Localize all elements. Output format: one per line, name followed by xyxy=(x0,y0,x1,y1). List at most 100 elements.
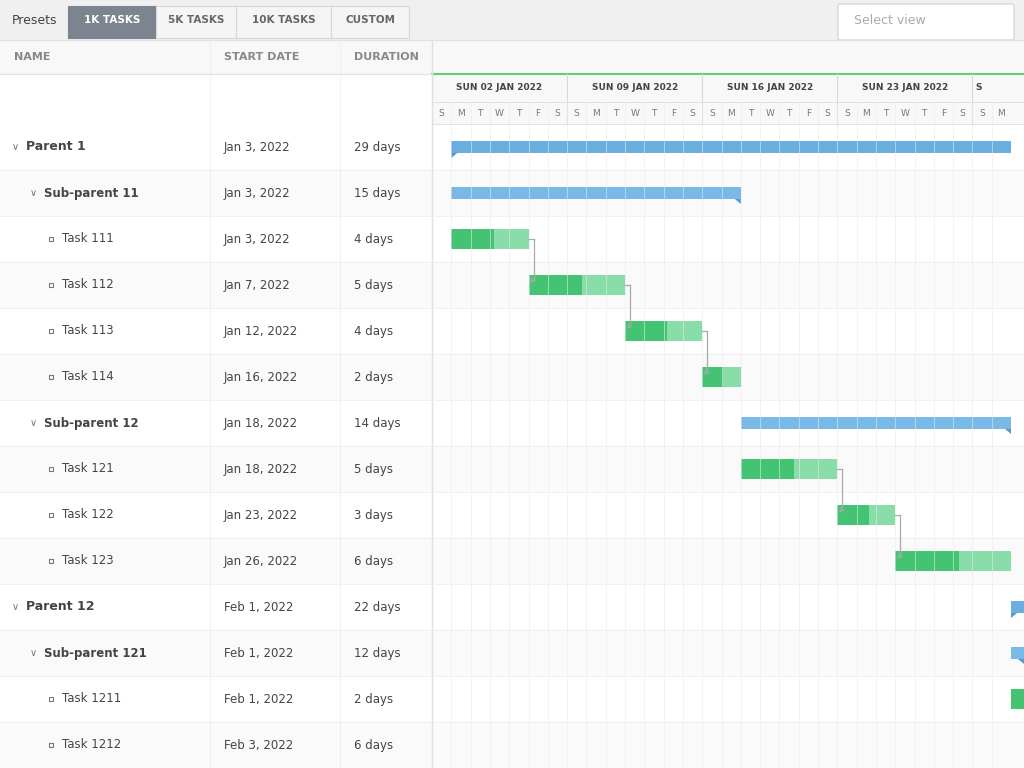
Text: T: T xyxy=(612,108,618,118)
Bar xyxy=(0,0,1024,40)
Text: M: M xyxy=(862,108,870,118)
Bar xyxy=(0,400,432,446)
Text: S: S xyxy=(976,84,982,92)
Text: S: S xyxy=(690,108,695,118)
Bar xyxy=(432,354,1024,400)
Text: 14 days: 14 days xyxy=(354,416,400,429)
Text: Sub-parent 12: Sub-parent 12 xyxy=(44,416,138,429)
Text: Select view: Select view xyxy=(854,14,926,27)
Text: Parent 1: Parent 1 xyxy=(26,141,86,154)
Text: S: S xyxy=(438,108,444,118)
Text: 12 days: 12 days xyxy=(354,647,400,660)
Text: Jan 12, 2022: Jan 12, 2022 xyxy=(224,325,298,337)
Text: 5K TASKS: 5K TASKS xyxy=(168,15,224,25)
Text: T: T xyxy=(516,108,521,118)
Bar xyxy=(0,722,432,768)
Bar xyxy=(432,722,1024,768)
Text: T: T xyxy=(477,108,483,118)
Text: 15 days: 15 days xyxy=(354,187,400,200)
Text: M: M xyxy=(592,108,600,118)
Bar xyxy=(432,492,1024,538)
Bar xyxy=(740,417,1011,429)
Bar xyxy=(432,40,1024,74)
Text: Presets: Presets xyxy=(12,14,57,27)
Text: 1K TASKS: 1K TASKS xyxy=(84,15,140,25)
Text: 4 days: 4 days xyxy=(354,233,393,246)
Text: SUN 23 JAN 2022: SUN 23 JAN 2022 xyxy=(862,84,948,92)
Bar xyxy=(0,262,432,308)
Bar xyxy=(625,321,668,341)
Bar xyxy=(958,551,1011,571)
Bar xyxy=(452,141,1011,153)
Text: Sub-parent 11: Sub-parent 11 xyxy=(44,187,138,200)
Text: Feb 1, 2022: Feb 1, 2022 xyxy=(224,601,293,614)
Bar xyxy=(432,538,1024,584)
FancyBboxPatch shape xyxy=(156,6,236,38)
FancyBboxPatch shape xyxy=(331,6,409,38)
Bar xyxy=(0,308,432,354)
Text: Parent 12: Parent 12 xyxy=(26,601,94,614)
Bar xyxy=(0,630,432,676)
Bar xyxy=(0,584,432,630)
Bar xyxy=(0,354,432,400)
Bar xyxy=(0,538,432,584)
Text: S: S xyxy=(555,108,560,118)
Text: Jan 3, 2022: Jan 3, 2022 xyxy=(224,141,291,154)
Bar xyxy=(432,630,1024,676)
Text: S: S xyxy=(844,108,850,118)
Text: Task 111: Task 111 xyxy=(62,233,114,246)
Bar xyxy=(1011,689,1024,709)
Text: M: M xyxy=(997,108,1006,118)
Text: Jan 7, 2022: Jan 7, 2022 xyxy=(224,279,291,292)
Text: ∨: ∨ xyxy=(30,418,37,428)
Text: 5 days: 5 days xyxy=(354,462,393,475)
Text: F: F xyxy=(671,108,676,118)
Text: T: T xyxy=(651,108,656,118)
Text: Task 114: Task 114 xyxy=(62,370,114,383)
FancyBboxPatch shape xyxy=(236,6,331,38)
Bar xyxy=(432,124,1024,170)
Text: Jan 3, 2022: Jan 3, 2022 xyxy=(224,187,291,200)
Text: S: S xyxy=(709,108,715,118)
Bar xyxy=(895,551,958,571)
Bar xyxy=(723,367,740,387)
Bar xyxy=(494,229,528,249)
Bar xyxy=(432,308,1024,354)
Text: NAME: NAME xyxy=(14,52,50,62)
Bar xyxy=(0,492,432,538)
Bar xyxy=(528,275,582,295)
Text: S: S xyxy=(573,108,580,118)
Text: 29 days: 29 days xyxy=(354,141,400,154)
Bar xyxy=(0,124,432,170)
Bar xyxy=(1011,647,1024,659)
Text: START DATE: START DATE xyxy=(224,52,299,62)
Bar xyxy=(0,446,432,492)
Bar xyxy=(432,676,1024,722)
Text: Jan 26, 2022: Jan 26, 2022 xyxy=(224,554,298,568)
Text: ∨: ∨ xyxy=(12,142,19,152)
Bar xyxy=(0,0,432,768)
Polygon shape xyxy=(1018,659,1024,664)
Text: S: S xyxy=(824,108,830,118)
Bar xyxy=(1011,601,1024,613)
Bar xyxy=(432,400,1024,446)
Bar xyxy=(432,584,1024,630)
Text: 22 days: 22 days xyxy=(354,601,400,614)
Text: Feb 1, 2022: Feb 1, 2022 xyxy=(224,647,293,660)
Bar xyxy=(668,321,702,341)
Text: W: W xyxy=(900,108,909,118)
Bar xyxy=(452,187,740,199)
Polygon shape xyxy=(735,199,740,204)
Bar xyxy=(838,505,869,525)
Text: S: S xyxy=(979,108,985,118)
Text: DURATION: DURATION xyxy=(354,52,419,62)
Bar xyxy=(582,275,625,295)
Bar xyxy=(0,216,432,262)
Bar xyxy=(432,216,1024,262)
Text: Jan 3, 2022: Jan 3, 2022 xyxy=(224,233,291,246)
Text: F: F xyxy=(941,108,946,118)
Text: Feb 1, 2022: Feb 1, 2022 xyxy=(224,693,293,706)
Text: 5 days: 5 days xyxy=(354,279,393,292)
Text: 10K TASKS: 10K TASKS xyxy=(252,15,315,25)
Bar xyxy=(452,229,494,249)
